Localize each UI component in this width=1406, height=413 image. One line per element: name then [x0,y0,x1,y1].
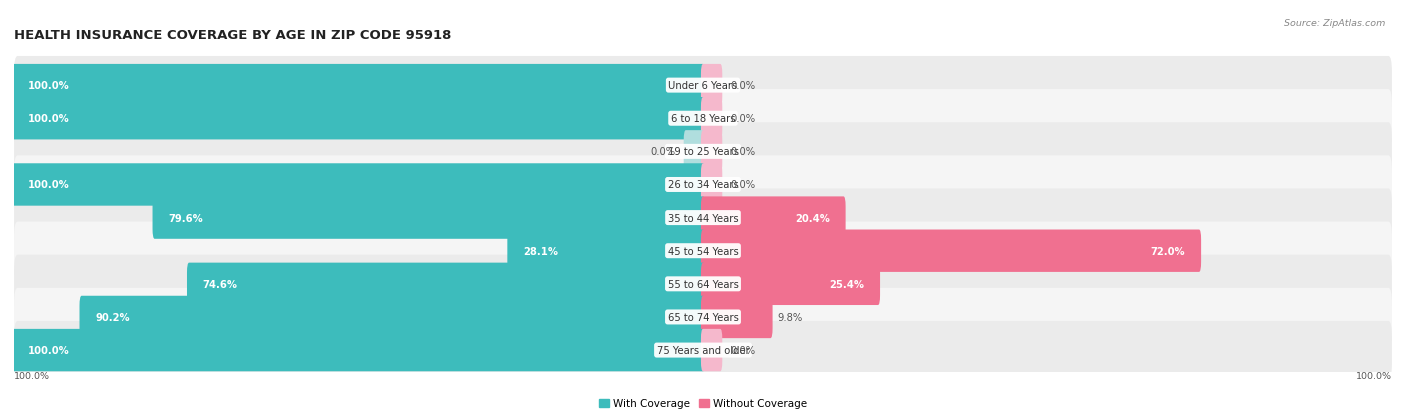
Text: 0.0%: 0.0% [731,147,755,157]
FancyBboxPatch shape [13,98,704,140]
Text: 100.0%: 100.0% [28,180,69,190]
FancyBboxPatch shape [683,131,704,173]
FancyBboxPatch shape [152,197,704,239]
FancyBboxPatch shape [14,222,1392,280]
Text: 72.0%: 72.0% [1150,246,1185,256]
FancyBboxPatch shape [702,230,1201,272]
FancyBboxPatch shape [14,90,1392,148]
Text: 79.6%: 79.6% [169,213,202,223]
Text: 75 Years and older: 75 Years and older [657,345,749,355]
FancyBboxPatch shape [702,296,772,338]
Text: 20.4%: 20.4% [794,213,830,223]
Text: 100.0%: 100.0% [28,81,69,91]
FancyBboxPatch shape [13,329,704,371]
FancyBboxPatch shape [702,98,723,140]
Text: 100.0%: 100.0% [28,114,69,124]
Text: 90.2%: 90.2% [96,312,129,322]
Text: 9.8%: 9.8% [778,312,803,322]
FancyBboxPatch shape [702,329,723,371]
FancyBboxPatch shape [14,321,1392,379]
Text: 19 to 25 Years: 19 to 25 Years [668,147,738,157]
Text: 26 to 34 Years: 26 to 34 Years [668,180,738,190]
Text: 25.4%: 25.4% [830,279,865,289]
FancyBboxPatch shape [14,255,1392,313]
Text: 0.0%: 0.0% [731,81,755,91]
Text: 100.0%: 100.0% [14,371,51,380]
Text: Source: ZipAtlas.com: Source: ZipAtlas.com [1284,19,1385,28]
FancyBboxPatch shape [702,263,880,305]
FancyBboxPatch shape [13,164,704,206]
Text: 0.0%: 0.0% [731,345,755,355]
FancyBboxPatch shape [508,230,704,272]
Text: 45 to 54 Years: 45 to 54 Years [668,246,738,256]
Text: 6 to 18 Years: 6 to 18 Years [671,114,735,124]
FancyBboxPatch shape [13,65,704,107]
Text: 100.0%: 100.0% [1355,371,1392,380]
Text: 0.0%: 0.0% [731,114,755,124]
Legend: With Coverage, Without Coverage: With Coverage, Without Coverage [599,399,807,408]
Text: 65 to 74 Years: 65 to 74 Years [668,312,738,322]
Text: HEALTH INSURANCE COVERAGE BY AGE IN ZIP CODE 95918: HEALTH INSURANCE COVERAGE BY AGE IN ZIP … [14,28,451,41]
FancyBboxPatch shape [14,156,1392,214]
FancyBboxPatch shape [80,296,704,338]
Text: 35 to 44 Years: 35 to 44 Years [668,213,738,223]
Text: 0.0%: 0.0% [651,147,675,157]
FancyBboxPatch shape [14,189,1392,247]
Text: 28.1%: 28.1% [523,246,558,256]
FancyBboxPatch shape [702,65,723,107]
Text: 100.0%: 100.0% [28,345,69,355]
FancyBboxPatch shape [702,197,845,239]
FancyBboxPatch shape [14,123,1392,181]
FancyBboxPatch shape [702,164,723,206]
FancyBboxPatch shape [14,288,1392,346]
FancyBboxPatch shape [14,57,1392,115]
FancyBboxPatch shape [187,263,704,305]
Text: 74.6%: 74.6% [202,279,238,289]
Text: 0.0%: 0.0% [731,180,755,190]
Text: Under 6 Years: Under 6 Years [668,81,738,91]
Text: 55 to 64 Years: 55 to 64 Years [668,279,738,289]
FancyBboxPatch shape [702,131,723,173]
